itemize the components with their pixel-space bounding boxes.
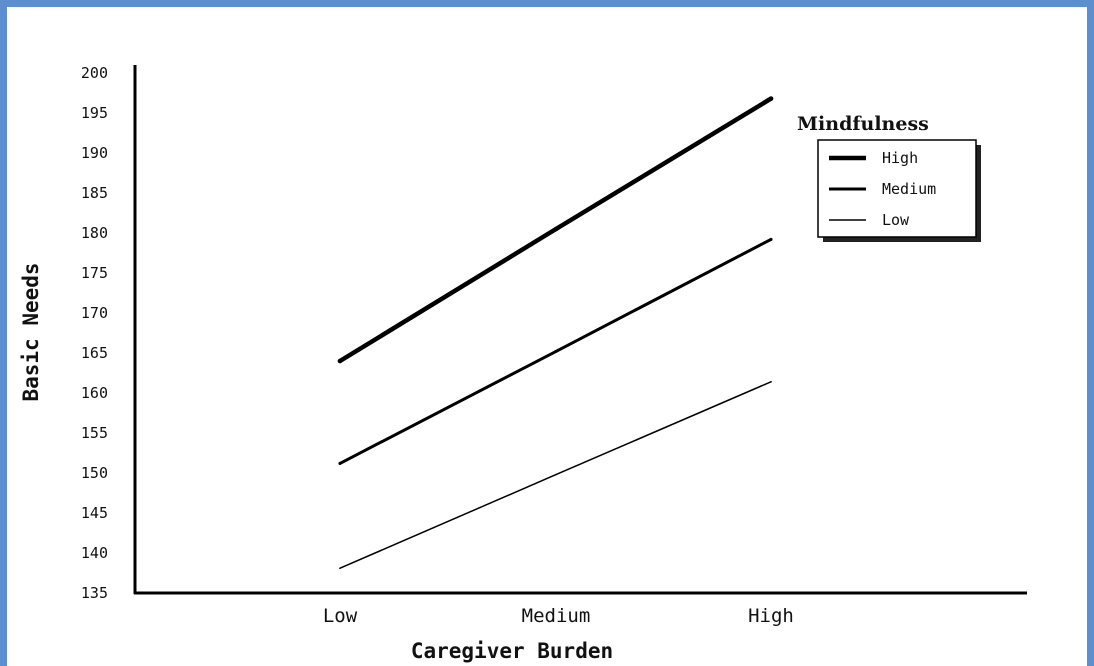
legend-title: Mindfulness — [797, 113, 929, 135]
y-tick-label: 145 — [81, 504, 108, 522]
data-point — [555, 473, 557, 476]
x-category-label: Low — [323, 605, 358, 627]
series-lines — [337, 96, 774, 569]
data-point — [338, 461, 342, 465]
data-point — [337, 358, 343, 364]
x-axis-title: Caregiver Burden — [411, 639, 613, 663]
y-tick-label: 190 — [81, 144, 108, 162]
data-point — [769, 237, 773, 241]
data-point — [554, 349, 558, 353]
legend-label-high: High — [882, 149, 918, 167]
y-tick-label: 135 — [81, 584, 108, 602]
legend-label-low: Low — [882, 211, 910, 229]
legend-label-medium: Medium — [882, 180, 936, 198]
y-tick-label: 185 — [81, 184, 108, 202]
y-tick-label: 170 — [81, 304, 108, 322]
y-tick-label: 150 — [81, 464, 108, 482]
legend: Mindfulness High Medium Low — [797, 113, 981, 242]
y-tick-label: 165 — [81, 344, 108, 362]
data-point — [553, 226, 559, 232]
data-point — [339, 567, 341, 569]
y-axis-ticks: 200 195 190 185 180 175 170 165 160 155 150 145 140 1… — [81, 64, 108, 602]
y-tick-label: 155 — [81, 424, 108, 442]
y-tick-label: 200 — [81, 64, 108, 82]
y-tick-label: 160 — [81, 384, 108, 402]
data-point — [768, 96, 774, 101]
data-point — [770, 381, 772, 383]
y-axis-title: Basic Needs — [19, 262, 43, 401]
y-tick-label: 180 — [81, 224, 108, 242]
x-axis-categories: Low Medium High — [323, 605, 794, 627]
y-tick-label: 140 — [81, 544, 108, 562]
x-category-label: High — [748, 605, 794, 627]
y-tick-label: 195 — [81, 104, 108, 122]
y-tick-label: 175 — [81, 264, 108, 282]
x-category-label: Medium — [522, 605, 591, 627]
